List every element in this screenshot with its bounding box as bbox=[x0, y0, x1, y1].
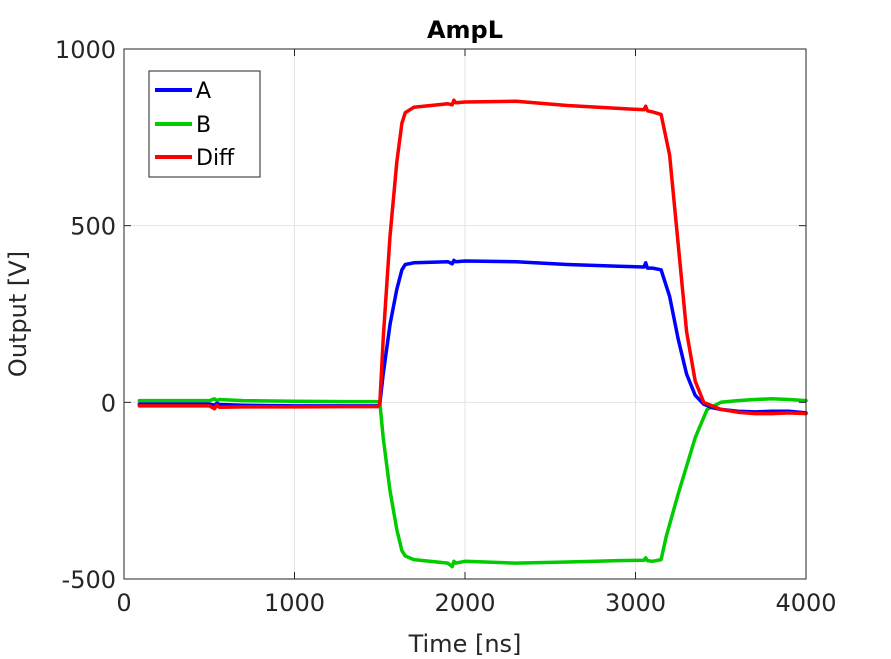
series-layer bbox=[137, 98, 808, 569]
y-tick-label: 0 bbox=[101, 389, 116, 417]
x-tick-label: 2000 bbox=[434, 589, 495, 617]
x-tick-label: 4000 bbox=[775, 589, 836, 617]
x-tick-label: 3000 bbox=[605, 589, 666, 617]
x-axis-label: Time [ns] bbox=[408, 630, 522, 658]
y-axis-label: Output [V] bbox=[4, 251, 32, 377]
legend-label-diff: Diff bbox=[196, 146, 235, 171]
y-tick-label: 500 bbox=[70, 213, 116, 241]
y-tick-label: -500 bbox=[62, 566, 116, 594]
legend-label-a: A bbox=[196, 79, 211, 104]
legend-label-b: B bbox=[196, 113, 211, 138]
chart-title: AmpL bbox=[427, 16, 503, 44]
x-tick-label: 1000 bbox=[264, 589, 325, 617]
legend: A B Diff bbox=[148, 70, 261, 178]
series-line-b bbox=[137, 397, 808, 569]
series-line-diff bbox=[137, 98, 808, 416]
x-tick-label: 0 bbox=[116, 589, 131, 617]
y-tick-label: 1000 bbox=[55, 36, 116, 64]
ticks bbox=[123, 48, 807, 580]
